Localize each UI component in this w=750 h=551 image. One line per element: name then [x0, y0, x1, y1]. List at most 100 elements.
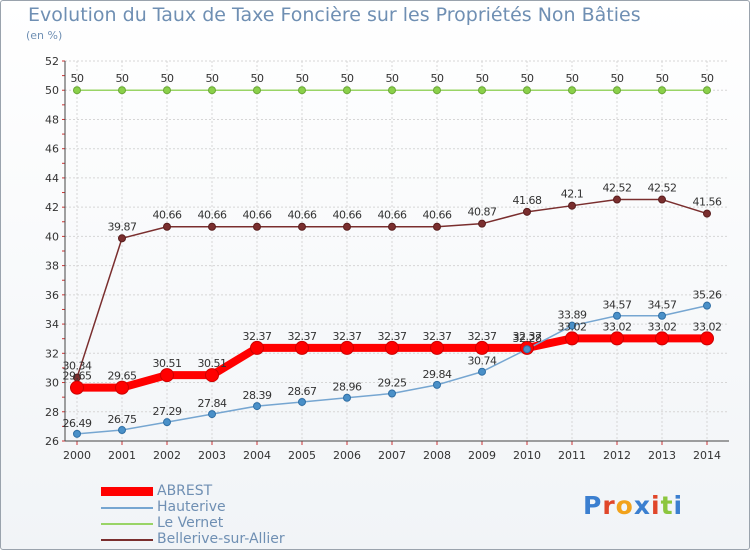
- x-tick-label: 2008: [423, 449, 451, 462]
- y-tick-label: 32: [45, 347, 59, 360]
- data-label-bellerive-sur-allier: 40.66: [423, 209, 452, 222]
- point-hauterive: [703, 301, 711, 310]
- data-label-abrest: 30.51: [198, 357, 227, 370]
- data-label-hauterive: 28.67: [288, 385, 317, 398]
- x-tick-label: 2012: [603, 449, 631, 462]
- y-tick-label: 48: [45, 113, 59, 126]
- point-bellerive-sur-allier: [658, 195, 666, 204]
- point-le-vernet: [163, 86, 171, 95]
- x-tick-label: 2014: [693, 449, 721, 462]
- point-bellerive-sur-allier: [298, 222, 306, 231]
- data-label-hauterive: 32.28: [513, 332, 542, 345]
- data-label-hauterive: 26.75: [108, 413, 137, 426]
- x-tick-label: 2001: [108, 449, 136, 462]
- point-bellerive-sur-allier: [703, 209, 711, 218]
- point-le-vernet: [523, 86, 531, 95]
- point-abrest: [250, 340, 264, 355]
- x-tick-label: 2004: [243, 449, 271, 462]
- point-hauterive: [613, 311, 621, 320]
- data-label-bellerive-sur-allier: 40.66: [198, 209, 227, 222]
- data-label-abrest: 33.02: [648, 320, 677, 333]
- data-label-bellerive-sur-allier: 42.1: [561, 188, 584, 201]
- data-label-le-vernet: 50: [341, 72, 354, 85]
- point-le-vernet: [433, 86, 441, 95]
- data-label-abrest: 30.51: [153, 357, 182, 370]
- point-bellerive-sur-allier: [118, 234, 126, 243]
- legend-swatch-bellerive: [101, 539, 153, 541]
- legend-label-hauterive: Hauterive: [157, 499, 226, 515]
- point-hauterive: [478, 367, 486, 376]
- data-label-hauterive: 35.26: [693, 289, 722, 302]
- proxiti-logo: Proxiti: [583, 491, 684, 520]
- x-tick-label: 2006: [333, 449, 361, 462]
- point-bellerive-sur-allier: [433, 222, 441, 231]
- data-label-bellerive-sur-allier: 40.66: [153, 209, 182, 222]
- point-hauterive: [658, 311, 666, 320]
- y-tick-label: 46: [45, 143, 59, 156]
- data-label-bellerive-sur-allier: 42.52: [603, 182, 632, 195]
- point-bellerive-sur-allier: [163, 222, 171, 231]
- point-abrest: [205, 368, 219, 383]
- y-tick-label: 28: [45, 406, 59, 419]
- data-label-bellerive-sur-allier: 40.66: [288, 209, 317, 222]
- x-tick-label: 2013: [648, 449, 676, 462]
- data-label-abrest: 33.02: [693, 320, 722, 333]
- point-bellerive-sur-allier: [478, 219, 486, 228]
- point-le-vernet: [658, 86, 666, 95]
- grid: [65, 60, 729, 442]
- y-tick-label: 50: [45, 84, 59, 97]
- point-abrest: [700, 331, 714, 346]
- data-label-hauterive: 30.74: [468, 355, 497, 368]
- point-abrest: [565, 331, 579, 346]
- data-label-abrest: 32.37: [468, 330, 497, 343]
- point-le-vernet: [208, 86, 216, 95]
- data-label-le-vernet: 50: [476, 72, 489, 85]
- data-label-hauterive: 34.57: [603, 299, 632, 312]
- data-label-le-vernet: 50: [71, 72, 84, 85]
- x-tick-label: 2000: [63, 449, 91, 462]
- point-abrest: [115, 380, 129, 395]
- data-label-bellerive-sur-allier: 40.66: [378, 209, 407, 222]
- point-abrest: [655, 331, 669, 346]
- x-tick-label: 2007: [378, 449, 406, 462]
- legend-label-abrest: ABREST: [157, 483, 213, 499]
- data-label-abrest: 29.65: [108, 370, 137, 383]
- data-label-bellerive-sur-allier: 40.66: [243, 209, 272, 222]
- data-label-le-vernet: 50: [566, 72, 579, 85]
- point-bellerive-sur-allier: [253, 222, 261, 231]
- data-label-bellerive-sur-allier: 41.56: [693, 196, 722, 209]
- data-label-bellerive-sur-allier: 30.34: [63, 360, 92, 373]
- data-label-hauterive: 33.89: [558, 309, 587, 322]
- point-hauterive: [298, 397, 306, 406]
- data-label-le-vernet: 50: [161, 72, 174, 85]
- y-tick-label: 38: [45, 260, 59, 273]
- data-label-bellerive-sur-allier: 39.87: [108, 220, 137, 233]
- point-bellerive-sur-allier: [568, 201, 576, 210]
- x-tick-label: 2010: [513, 449, 541, 462]
- data-label-abrest: 32.37: [423, 330, 452, 343]
- point-hauterive: [253, 402, 261, 411]
- y-tick-label: 26: [45, 435, 59, 448]
- point-hauterive: [343, 393, 351, 402]
- point-hauterive: [163, 418, 171, 427]
- point-abrest: [160, 368, 174, 383]
- data-label-abrest: 33.02: [558, 320, 587, 333]
- data-label-le-vernet: 50: [656, 72, 669, 85]
- series-points: [70, 86, 714, 438]
- point-le-vernet: [478, 86, 486, 95]
- point-abrest: [475, 340, 489, 355]
- point-hauterive: [523, 345, 531, 354]
- y-tick-label: 36: [45, 289, 59, 302]
- data-label-abrest: 32.37: [513, 330, 542, 343]
- x-tick-label: 2002: [153, 449, 181, 462]
- data-label-bellerive-sur-allier: 41.68: [513, 194, 542, 207]
- x-tick-label: 2011: [558, 449, 586, 462]
- data-label-hauterive: 34.57: [648, 299, 677, 312]
- data-label-hauterive: 26.49: [63, 417, 92, 430]
- point-le-vernet: [388, 86, 396, 95]
- point-hauterive: [118, 426, 126, 435]
- data-label-hauterive: 28.96: [333, 381, 362, 394]
- x-tick-label: 2005: [288, 449, 316, 462]
- legend-label-bellerive: Bellerive-sur-Allier: [157, 531, 285, 547]
